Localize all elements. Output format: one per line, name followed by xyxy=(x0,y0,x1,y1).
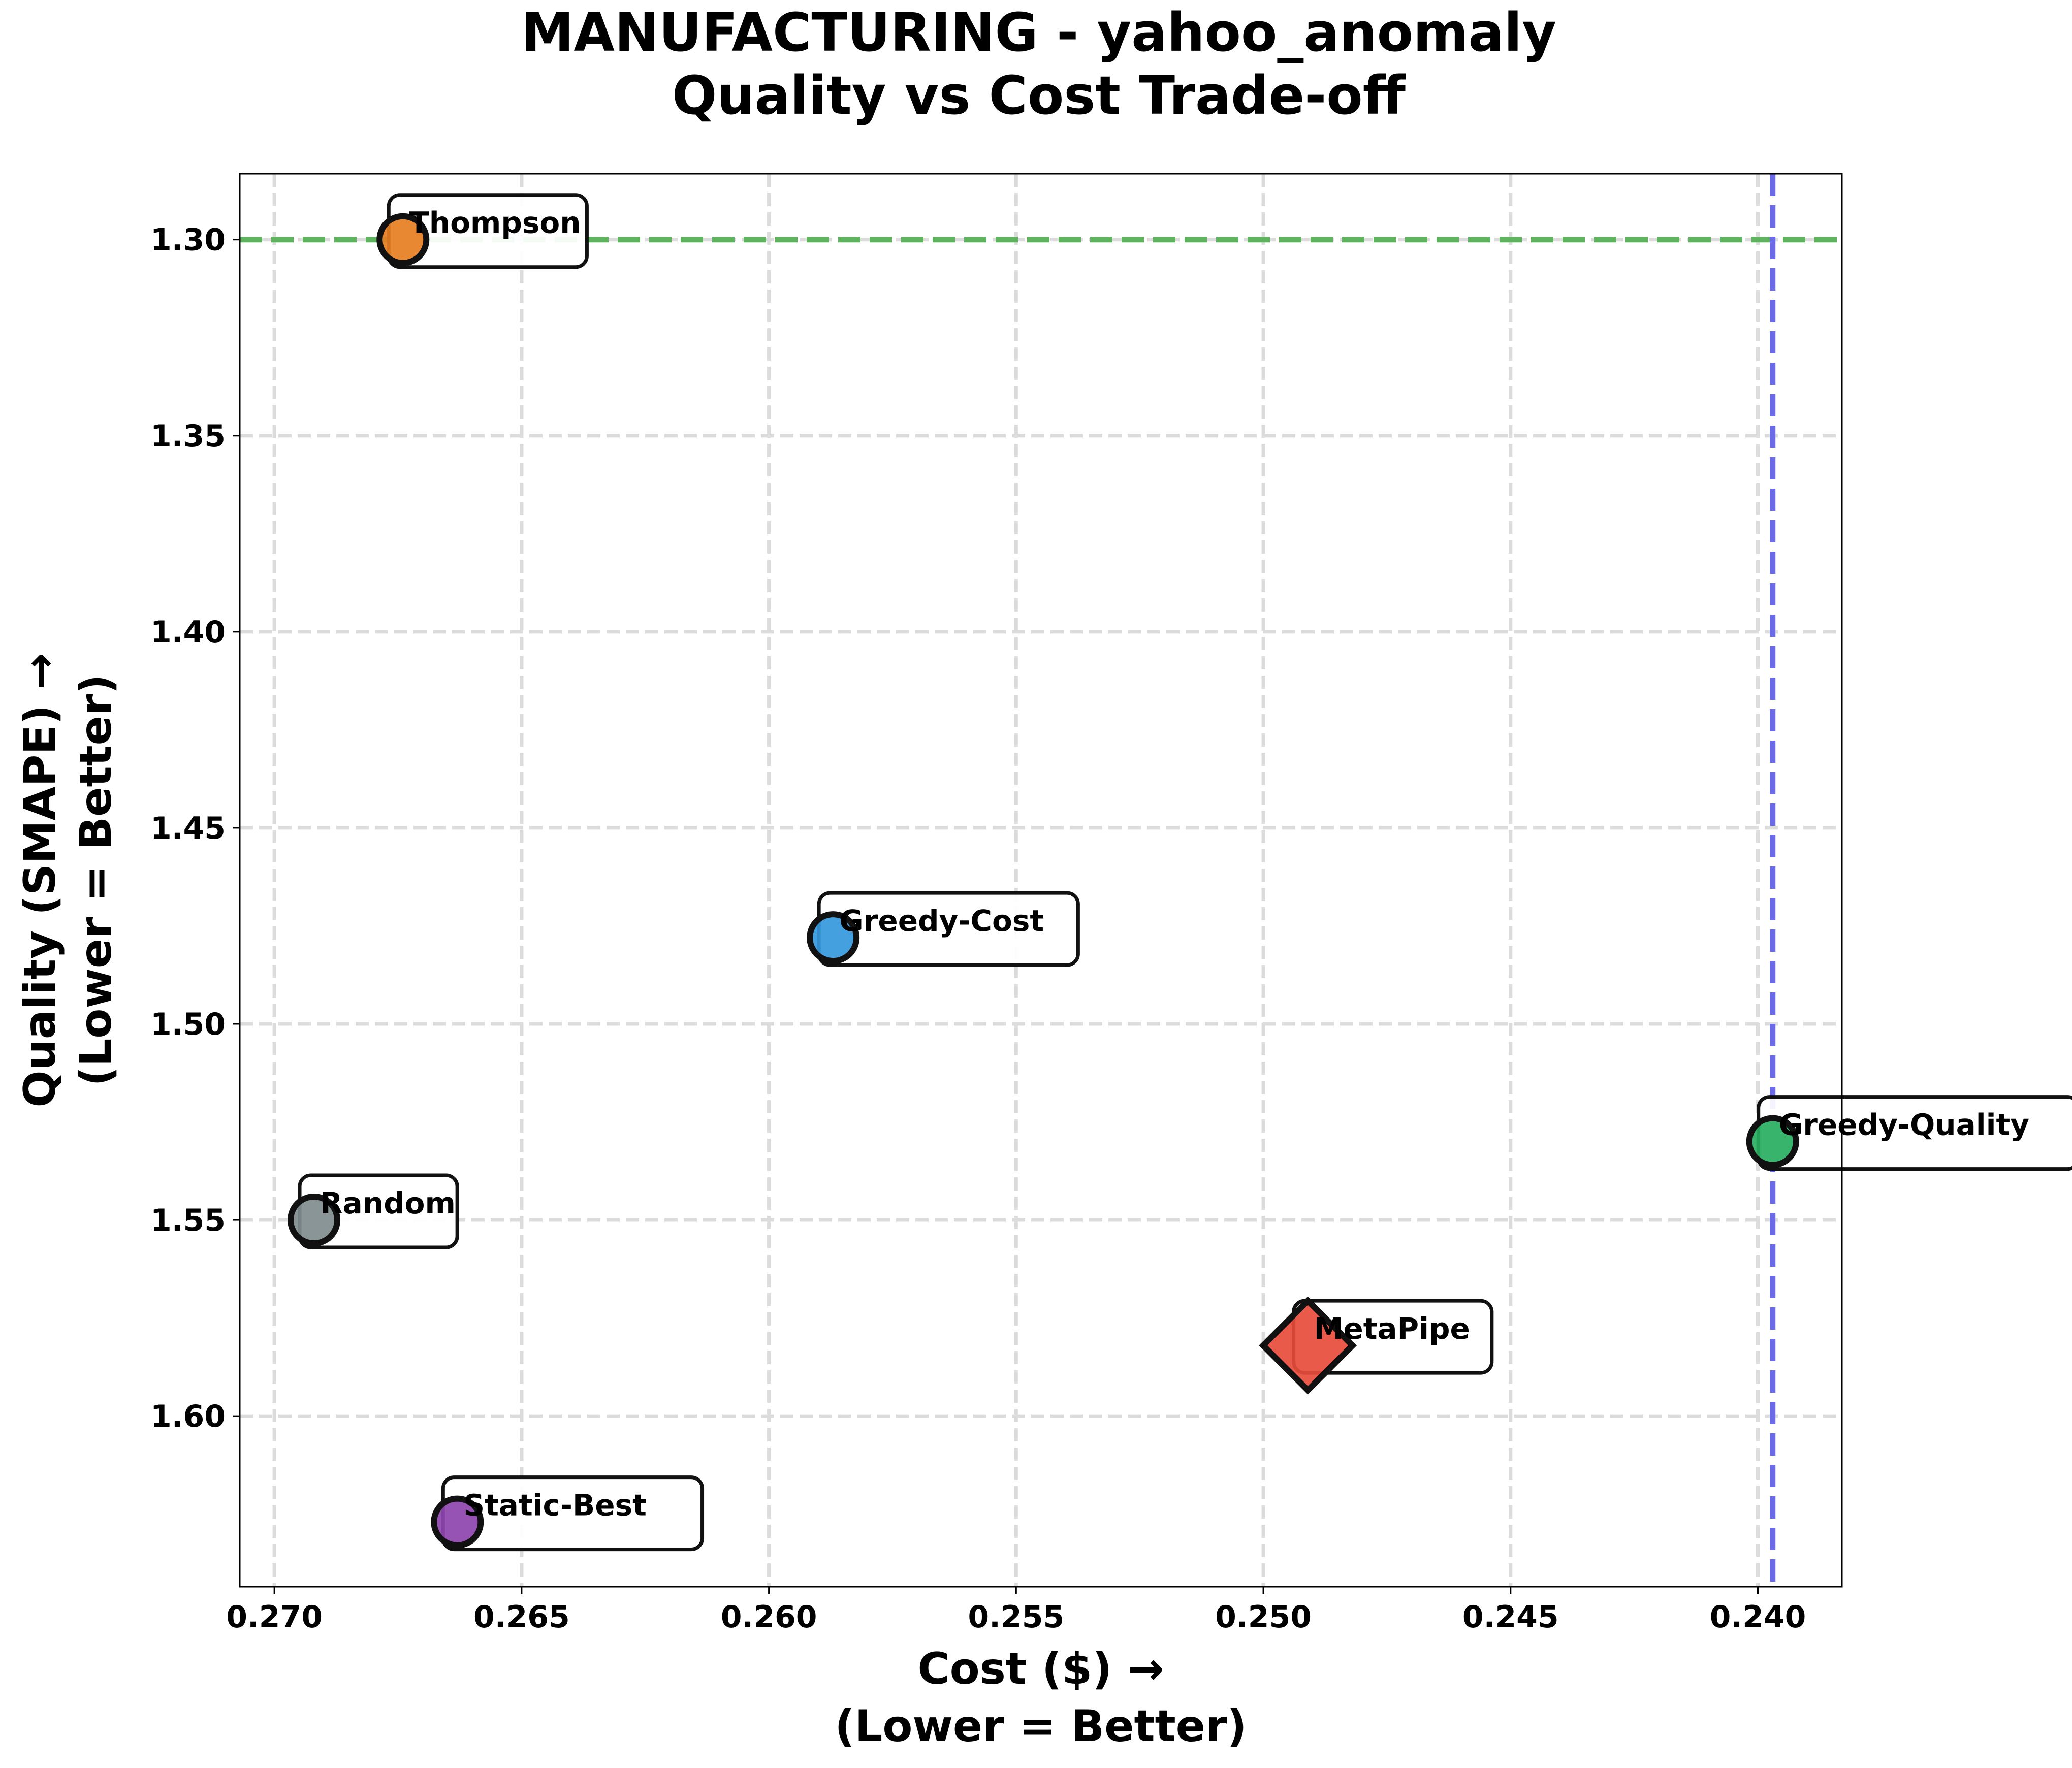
point-metapipe: MetaPipe xyxy=(1259,1296,1494,1395)
x-axis-label-line-2: (Lower = Better) xyxy=(835,1701,1247,1752)
y-tick-label-1-45: 1.45 xyxy=(150,811,226,846)
x-tick-label-0-265: 0.265 xyxy=(473,1599,570,1635)
y-tick-label-1-60: 1.60 xyxy=(150,1399,226,1434)
point-thompson: Thompson xyxy=(376,193,589,269)
point-label-greedy-quality: Greedy-Quality xyxy=(1779,1108,2029,1142)
chart-title-line-2: Quality vs Cost Trade-off xyxy=(672,65,1407,126)
y-tick-label-1-40: 1.40 xyxy=(150,615,226,650)
point-random: Random xyxy=(288,1173,459,1249)
y-tick-label-1-50: 1.50 xyxy=(150,1007,226,1042)
point-marker-random xyxy=(288,1194,341,1247)
point-static-best: Static-Best xyxy=(431,1475,705,1552)
x-tick-label-0-240: 0.240 xyxy=(1710,1599,1806,1635)
chart-title-line-1: MANUFACTURING - yahoo_anomaly xyxy=(521,2,1556,63)
x-axis-ticks: 0.270 0.265 0.260 0.255 0.250 0.245 0.240 xyxy=(226,1587,1806,1635)
point-greedy-quality: Greedy-Quality xyxy=(1746,1095,2072,1171)
plot-frame xyxy=(239,173,1843,1588)
y-tick-label-1-55: 1.55 xyxy=(150,1203,226,1238)
y-tick-label-1-30: 1.30 xyxy=(150,222,226,258)
x-axis-label-line-1: Cost ($) → xyxy=(918,1644,1164,1694)
point-label-greedy-cost: Greedy-Cost xyxy=(839,904,1044,938)
point-label-metapipe: MetaPipe xyxy=(1314,1311,1470,1346)
point-label-random: Random xyxy=(320,1186,456,1220)
x-tick-label-0-260: 0.260 xyxy=(721,1599,817,1635)
y-axis-label-line-2: (Lower = Better) xyxy=(71,674,121,1086)
point-marker-greedy-quality xyxy=(1746,1115,1799,1168)
x-tick-label-0-270: 0.270 xyxy=(226,1599,323,1635)
x-tick-label-0-250: 0.250 xyxy=(1215,1599,1312,1635)
x-tick-label-0-255: 0.255 xyxy=(968,1599,1064,1635)
point-marker-static-best xyxy=(431,1495,484,1549)
point-marker-metapipe xyxy=(1259,1296,1357,1395)
point-label-thompson: Thompson xyxy=(409,206,581,240)
y-axis-ticks: 1.30 1.35 1.40 1.45 1.50 1.55 1.60 xyxy=(150,222,240,1434)
data-points: Thompson Greedy-Cost Greedy-Quality Random M… xyxy=(288,193,2072,1552)
point-marker-greedy-cost xyxy=(807,911,860,965)
point-label-static-best: Static-Best xyxy=(463,1488,647,1523)
x-tick-label-0-245: 0.245 xyxy=(1462,1599,1559,1635)
point-greedy-cost: Greedy-Cost xyxy=(807,891,1080,967)
y-axis-label-line-1: Quality (SMAPE) → xyxy=(15,653,66,1108)
point-marker-thompson xyxy=(376,213,430,266)
y-tick-label-1-35: 1.35 xyxy=(150,419,226,454)
grid xyxy=(240,174,1842,1587)
